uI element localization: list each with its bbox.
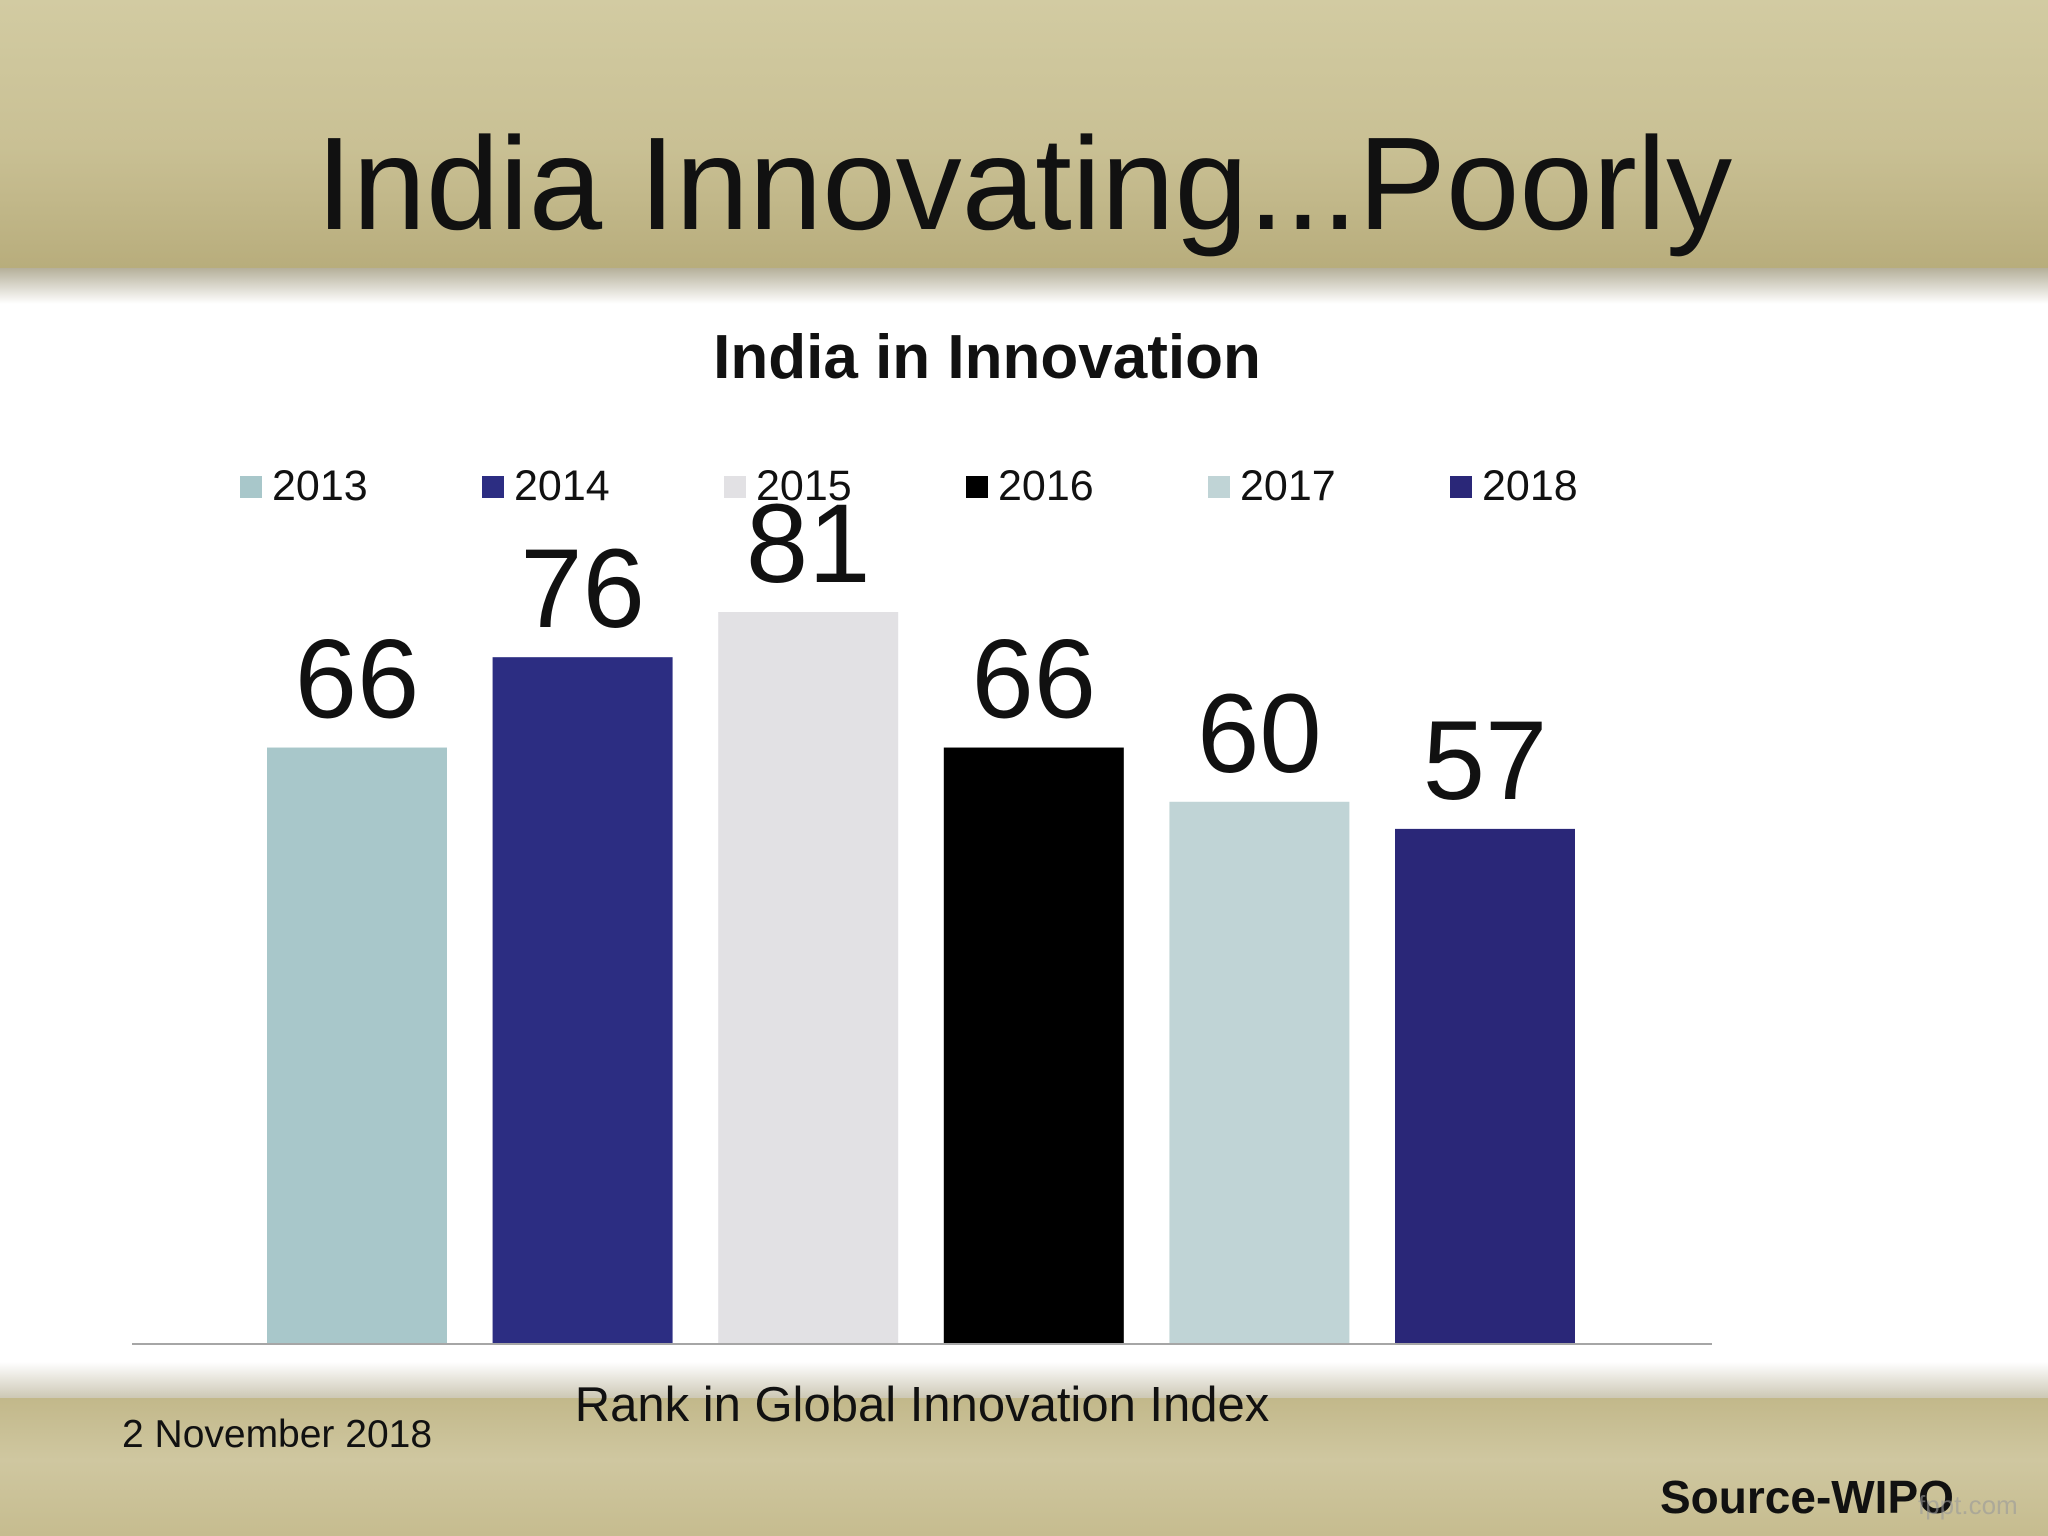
- footer-band-shadow: [0, 1362, 2048, 1400]
- legend-label-2015: 2015: [756, 462, 852, 510]
- chart-legend: 2013 2014 2015 2016 2017 2018: [240, 462, 1578, 510]
- bar-2018: [1395, 828, 1575, 1344]
- legend-label-2017: 2017: [1240, 462, 1336, 510]
- source-label: Source-WIPO: [1660, 1471, 1954, 1523]
- data-label-2018: 57: [1423, 698, 1548, 823]
- legend-swatch-2016: [966, 476, 988, 498]
- bar-2014: [492, 657, 673, 1344]
- chart-title: India in Innovation: [713, 323, 1261, 392]
- bar-2016: [943, 747, 1124, 1344]
- title-band-shadow: [0, 268, 2048, 304]
- legend-label-2014: 2014: [514, 462, 610, 510]
- data-label-2016: 66: [972, 617, 1097, 742]
- data-label-2013: 66: [295, 617, 420, 742]
- legend-swatch-2015: [724, 476, 746, 498]
- legend-swatch-2018: [1450, 476, 1472, 498]
- title-band: [0, 0, 2048, 268]
- legend-swatch-2014: [482, 476, 504, 498]
- bar-2015: [718, 612, 899, 1344]
- legend-label-2013: 2013: [272, 462, 368, 510]
- data-label-2017: 60: [1197, 671, 1322, 796]
- bar-2017: [1169, 801, 1350, 1344]
- chart-bars: [267, 612, 1575, 1344]
- data-label-2015: 81: [746, 481, 871, 606]
- slide-date: 2 November 2018: [122, 1413, 433, 1456]
- legend-swatch-2013: [240, 476, 262, 498]
- legend-label-2018: 2018: [1482, 462, 1578, 510]
- legend-label-2016: 2016: [998, 462, 1094, 510]
- chart-data-labels: 66 76 81 66 60 57: [295, 481, 1548, 823]
- data-label-2014: 76: [520, 526, 645, 651]
- bar-2013: [267, 747, 447, 1344]
- slide-title: India Innovating...Poorly: [315, 110, 1733, 257]
- x-axis-label: Rank in Global Innovation Index: [575, 1378, 1270, 1432]
- footer-band: [0, 1398, 2048, 1536]
- watermark: fppt.com: [1918, 1490, 2018, 1520]
- legend-swatch-2017: [1208, 476, 1230, 498]
